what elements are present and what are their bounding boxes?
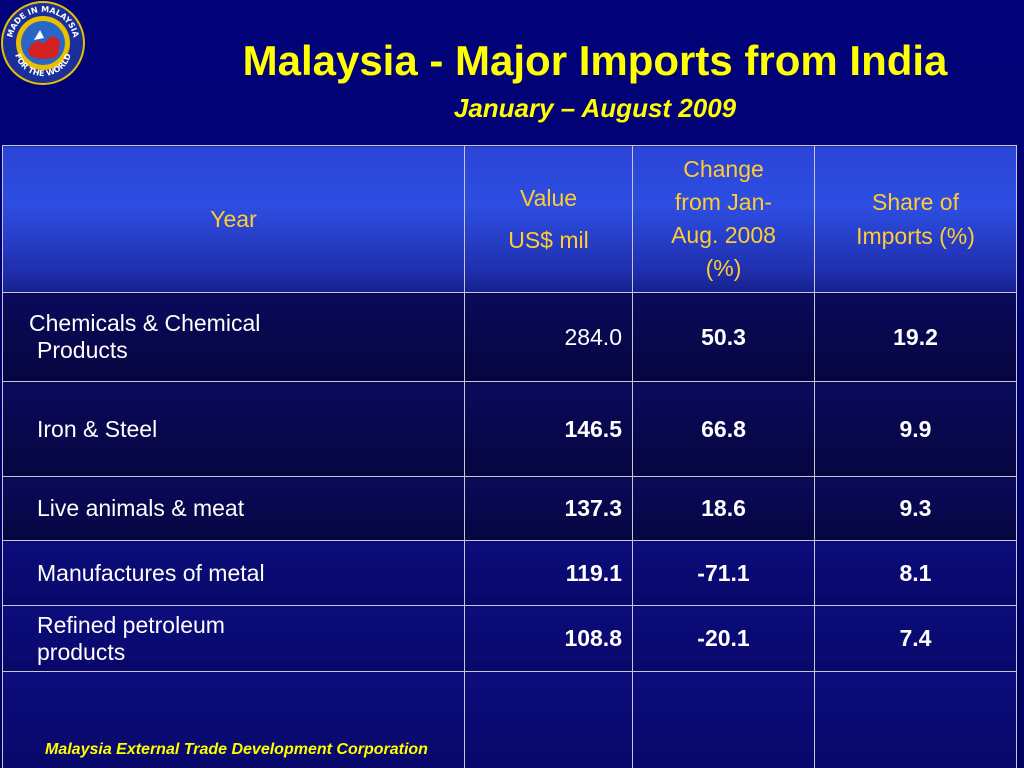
value-cell: 119.1	[464, 540, 633, 606]
share-cell: 9.3	[814, 476, 1017, 541]
footer-organization: Malaysia External Trade Development Corp…	[45, 741, 428, 758]
table-row: Chemicals & Chemical Products 284.0 50.3…	[2, 292, 1017, 382]
page-title: Malaysia - Major Imports from India	[242, 37, 948, 84]
value-cell: 108.8	[464, 605, 633, 672]
column-header-change: Change from Jan- Aug. 2008 (%)	[632, 145, 815, 293]
empty-cell	[464, 671, 633, 768]
product-cell: Manufactures of metal	[2, 540, 465, 606]
share-cell: 8.1	[814, 540, 1017, 606]
page-subtitle: January – August 2009	[453, 93, 737, 123]
table-row: Refined petroleum products 108.8 -20.1 7…	[2, 605, 1017, 672]
change-cell: -20.1	[632, 605, 815, 672]
product-cell: Refined petroleum products	[2, 605, 465, 672]
product-cell: Chemicals & Chemical Products	[2, 292, 465, 382]
imports-table: Year Value US$ mil Change from Jan- Aug.…	[2, 145, 1017, 768]
table-header-row: Year Value US$ mil Change from Jan- Aug.…	[2, 145, 1017, 293]
column-header-year: Year	[2, 145, 465, 293]
change-cell: -71.1	[632, 540, 815, 606]
value-cell: 146.5	[464, 381, 633, 477]
change-cell: 50.3	[632, 292, 815, 382]
product-cell: Live animals & meat	[2, 476, 465, 541]
value-cell: 137.3	[464, 476, 633, 541]
share-cell: 7.4	[814, 605, 1017, 672]
share-cell: 9.9	[814, 381, 1017, 477]
table-row: Iron & Steel 146.5 66.8 9.9	[2, 381, 1017, 477]
empty-cell	[632, 671, 815, 768]
empty-cell	[814, 671, 1017, 768]
column-header-value: Value US$ mil	[464, 145, 633, 293]
table-row: Live animals & meat 137.3 18.6 9.3	[2, 476, 1017, 541]
table-row: Manufactures of metal 119.1 -71.1 8.1	[2, 540, 1017, 606]
product-cell: Iron & Steel	[2, 381, 465, 477]
made-in-malaysia-logo-icon: MADE IN MALAYSIA FOR THE WORLD	[0, 0, 86, 86]
empty-cell	[2, 671, 465, 768]
table-row-empty	[2, 671, 1017, 768]
column-header-share: Share of Imports (%)	[814, 145, 1017, 293]
value-cell: 284.0	[464, 292, 633, 382]
share-cell: 19.2	[814, 292, 1017, 382]
change-cell: 66.8	[632, 381, 815, 477]
change-cell: 18.6	[632, 476, 815, 541]
